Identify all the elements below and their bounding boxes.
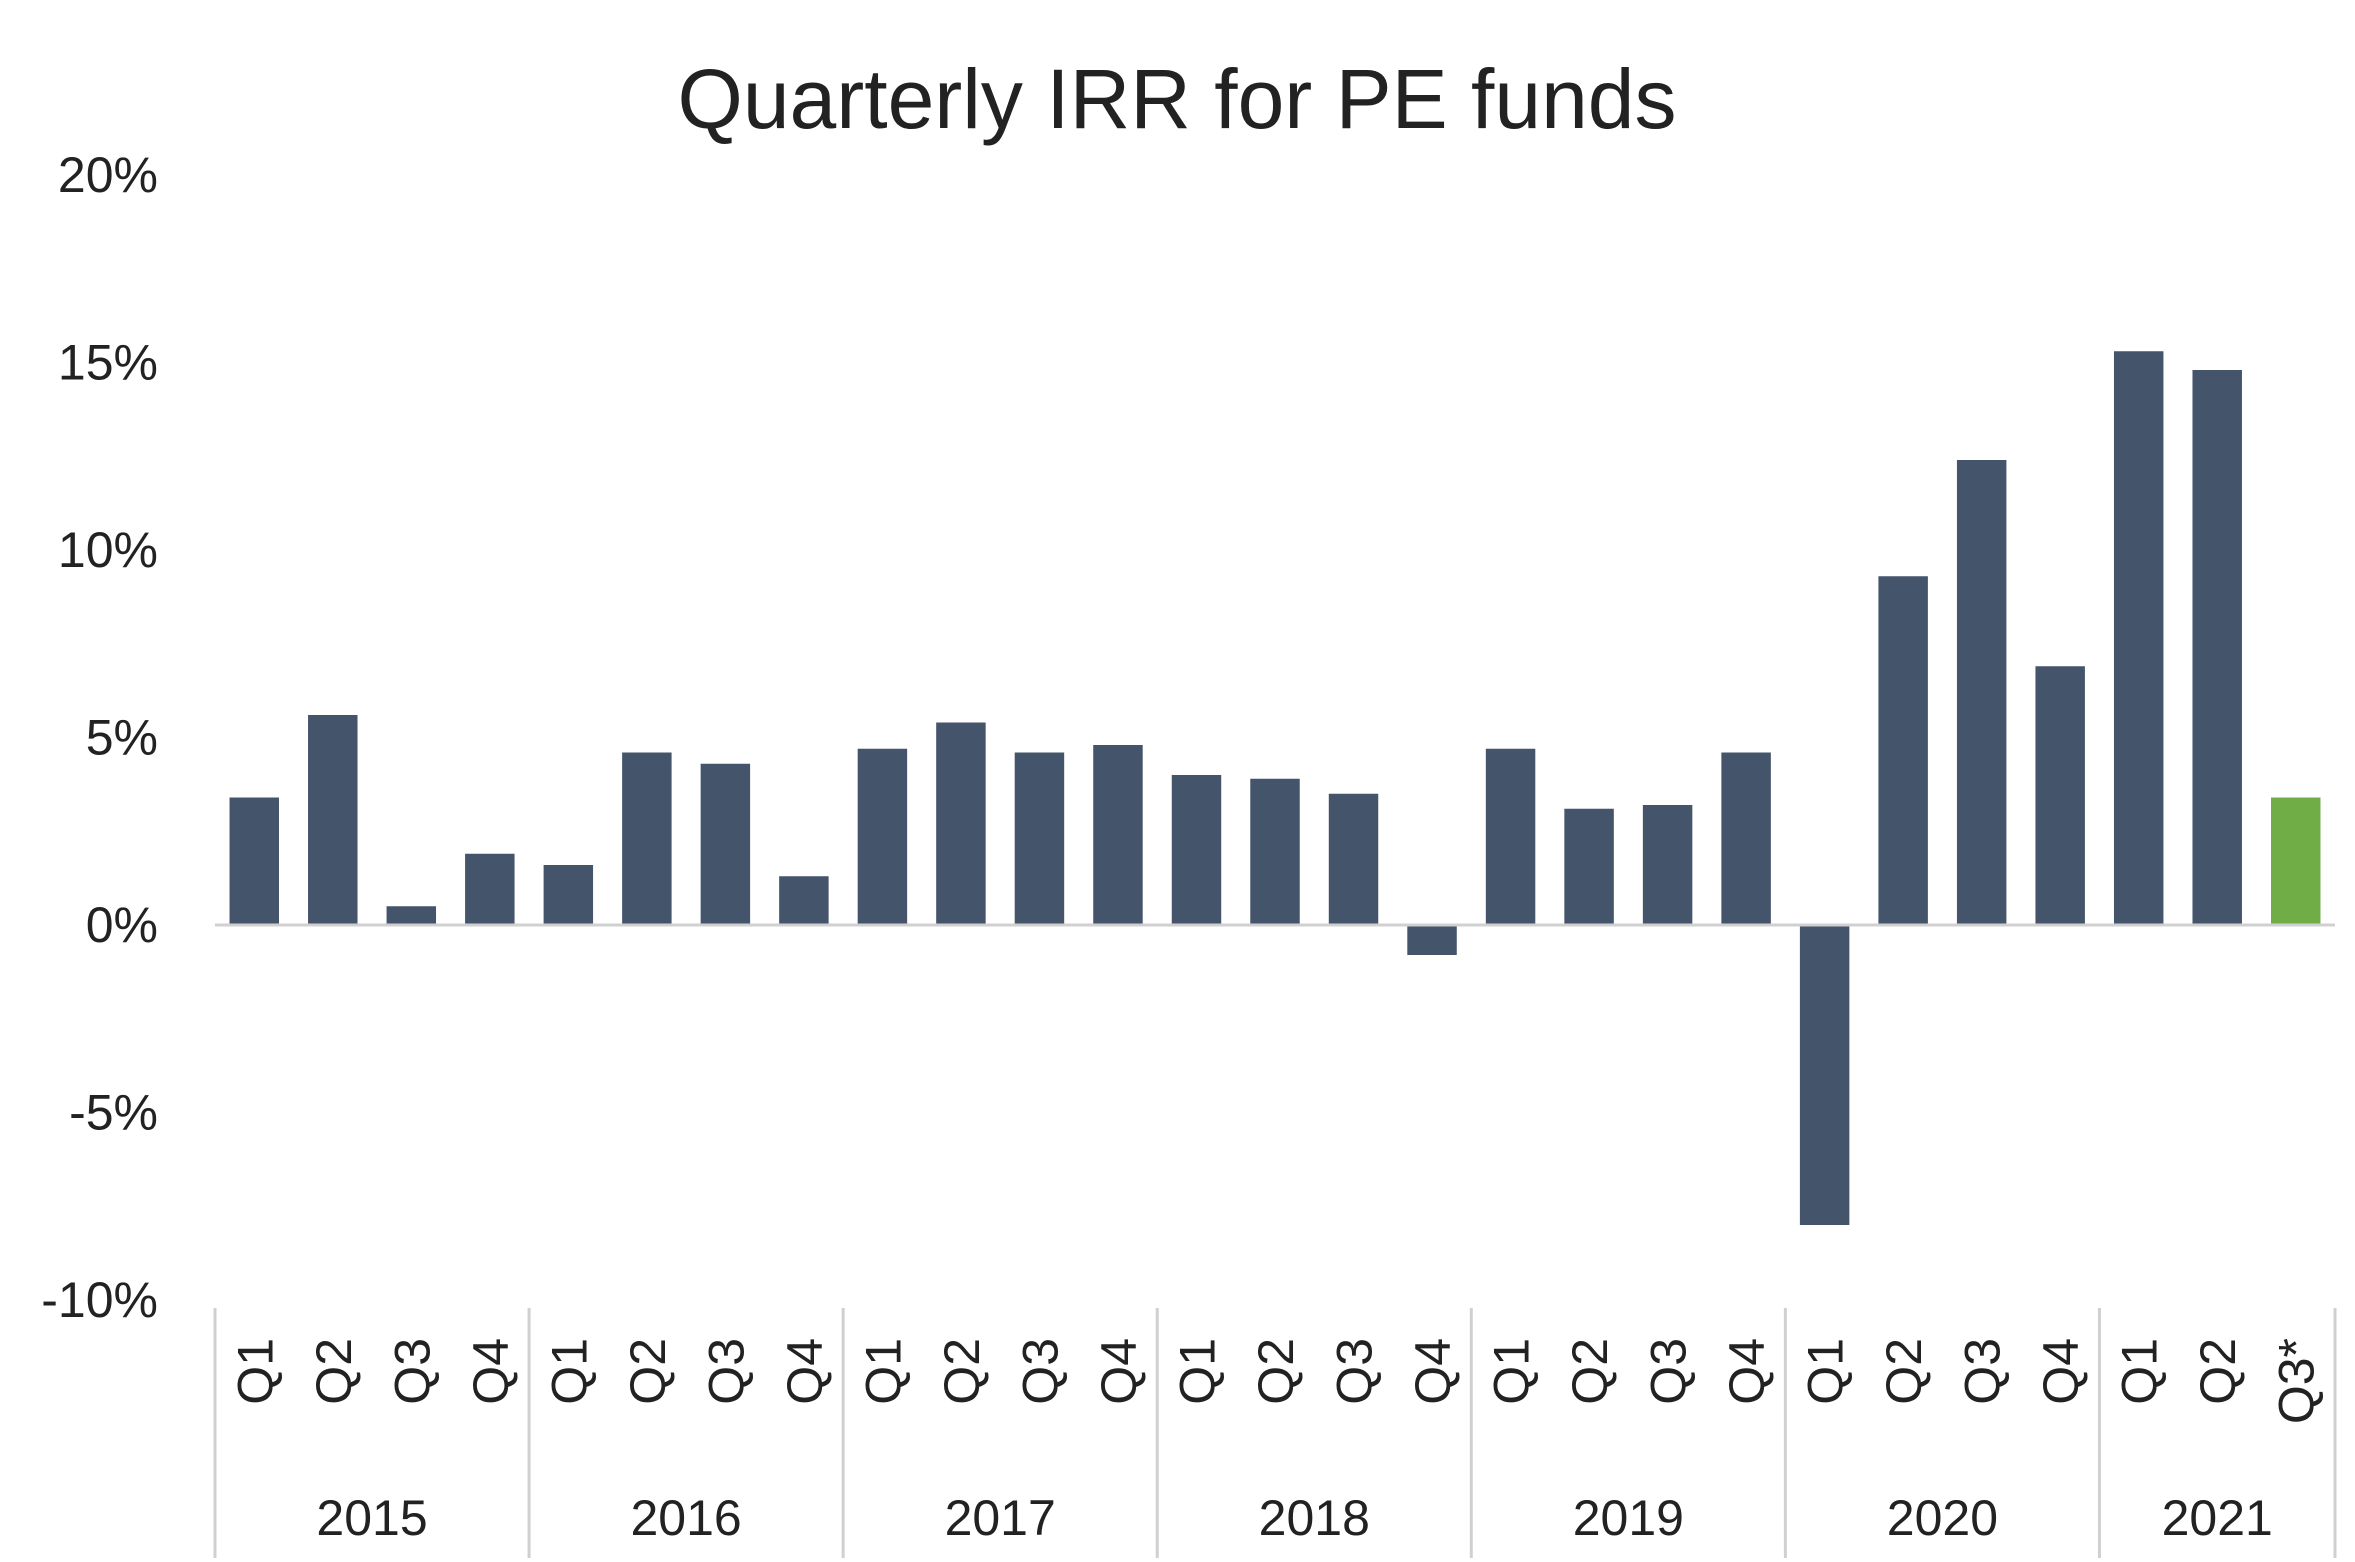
y-tick-label: 0%	[86, 897, 158, 953]
x-tick-label: Q1	[1484, 1338, 1540, 1405]
bar	[1878, 576, 1928, 925]
x-tick-label: Q1	[855, 1338, 911, 1405]
bar	[308, 715, 358, 925]
bar	[779, 876, 829, 925]
x-tick-label: Q2	[2190, 1338, 2246, 1405]
x-axis: 2015 2016 2017 2018 2019 2020 2021 Q1 Q2 Q3 Q4 Q1 Q2…	[213, 923, 2337, 1558]
bar	[2192, 370, 2242, 925]
year-label: 2018	[1259, 1490, 1370, 1546]
year-label: 2016	[630, 1490, 741, 1546]
x-tick-label: Q3*	[2269, 1338, 2325, 1424]
year-label: 2015	[316, 1490, 427, 1546]
y-tick-label: 20%	[58, 147, 158, 203]
x-tick-label: Q1	[1169, 1338, 1225, 1405]
x-tick-label: Q4	[2033, 1338, 2089, 1405]
bar	[2035, 666, 2085, 925]
bar	[1250, 778, 1300, 925]
bars	[229, 351, 2321, 1225]
y-axis: 20% 15% 10% 5% 0% -5% -10%	[41, 147, 158, 1328]
bar	[543, 865, 594, 925]
bar	[1642, 805, 1693, 925]
x-tick-label: Q2	[934, 1338, 990, 1405]
bar	[1956, 460, 2007, 925]
year-label: 2017	[945, 1490, 1056, 1546]
x-tick-label: Q3	[1955, 1338, 2011, 1405]
bar	[1171, 775, 1222, 925]
x-tick-label: Q3	[1641, 1338, 1697, 1405]
x-tick-label: Q4	[1719, 1338, 1775, 1405]
x-tick-label: Q3	[1327, 1338, 1383, 1405]
x-tick-label: Q4	[1091, 1338, 1147, 1405]
x-tick-label: Q4	[463, 1338, 519, 1405]
x-tick-label: Q3	[1012, 1338, 1068, 1405]
y-tick-label: 15%	[58, 335, 158, 391]
x-tick-label: Q4	[1405, 1338, 1461, 1405]
bar	[700, 763, 751, 925]
year-label: 2021	[2162, 1490, 2273, 1546]
bar	[1014, 752, 1065, 925]
x-tick-label: Q2	[1248, 1338, 1304, 1405]
bar-highlight	[2271, 797, 2321, 925]
bar	[622, 752, 672, 925]
year-label: 2020	[1887, 1490, 1998, 1546]
bar	[2113, 351, 2164, 925]
x-tick-label: Q1	[227, 1338, 283, 1405]
x-tick-label: Q1	[541, 1338, 597, 1405]
x-tick-label: Q3	[384, 1338, 440, 1405]
y-tick-label: 5%	[86, 710, 158, 766]
chart-title: Quarterly IRR for PE funds	[677, 52, 1676, 146]
bar	[1564, 808, 1614, 925]
x-tick-label: Q2	[1876, 1338, 1932, 1405]
y-tick-label: -10%	[41, 1272, 158, 1328]
x-tick-label: Q2	[620, 1338, 676, 1405]
bar	[1093, 745, 1143, 925]
y-tick-label: 10%	[58, 522, 158, 578]
x-tick-label: Q1	[2112, 1338, 2168, 1405]
x-tick-label: Q4	[777, 1338, 833, 1405]
x-tick-label: Q2	[1562, 1338, 1618, 1405]
bar	[1485, 748, 1536, 925]
x-tick-label: Q2	[306, 1338, 362, 1405]
bar	[1328, 793, 1379, 925]
bar	[857, 748, 908, 925]
bar	[936, 722, 986, 925]
bar	[1721, 752, 1771, 925]
y-tick-label: -5%	[69, 1085, 158, 1141]
bar	[386, 906, 437, 925]
x-tick-label: Q1	[1798, 1338, 1854, 1405]
bar	[465, 853, 515, 925]
year-label: 2019	[1573, 1490, 1684, 1546]
x-tick-label: Q3	[698, 1338, 754, 1405]
bar	[229, 797, 279, 925]
bar	[1407, 925, 1457, 955]
bar	[1799, 925, 1850, 1225]
